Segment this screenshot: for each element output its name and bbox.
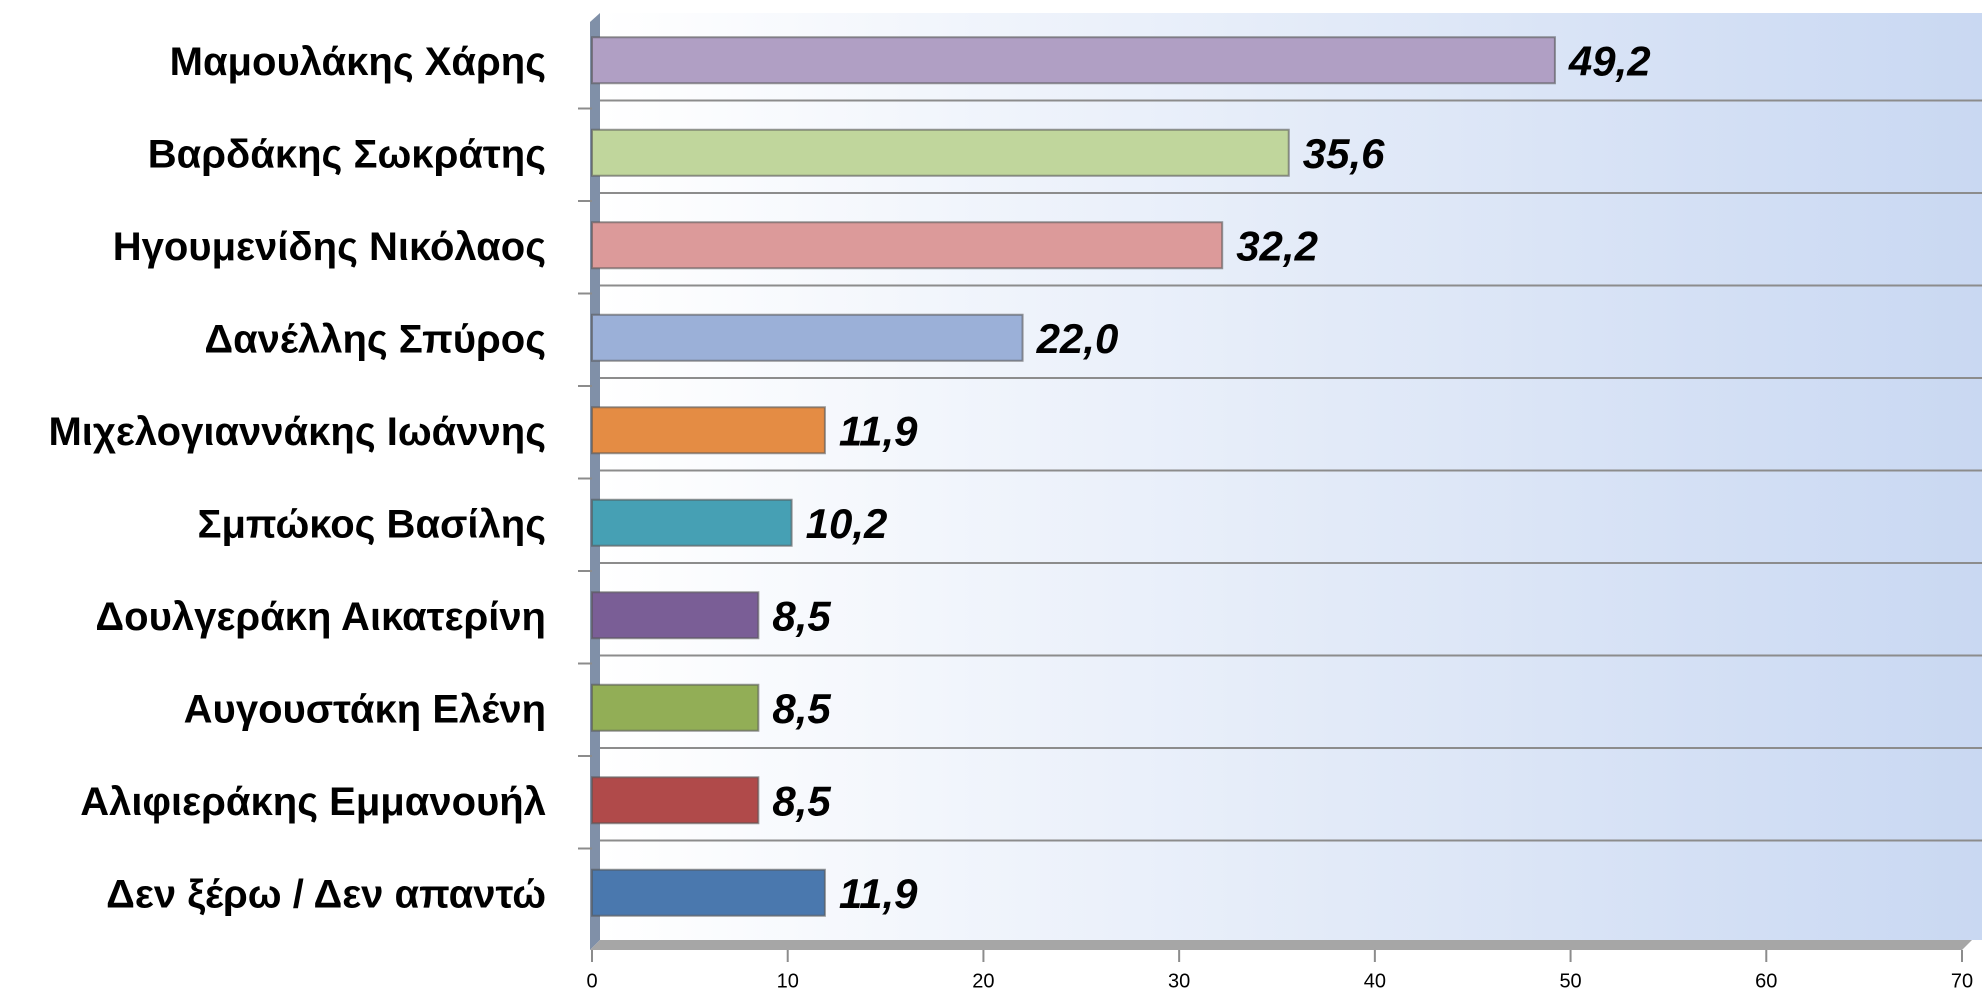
category-label: Δανέλλης Σπύρος: [204, 317, 546, 361]
bar: [591, 36, 1556, 85]
category-label: Ηγουμενίδης Νικόλαος: [113, 225, 546, 269]
x-tick-label: 20: [972, 970, 994, 992]
x-tick-label: 10: [777, 970, 799, 992]
category-label: Αλιφιεράκης Εμμανουήλ: [80, 780, 546, 824]
bar: [591, 683, 760, 732]
category-label: Δεν ξέρω / Δεν απαντώ: [106, 872, 546, 916]
category-label: Δουλγεράκη Αικατερίνη: [95, 595, 546, 639]
category-label: Αυγουστάκη Ελένη: [184, 687, 546, 731]
floor: [590, 940, 1972, 950]
bar: [591, 406, 826, 455]
bar: [591, 776, 760, 825]
category-label: Μιχελογιαννάκης Ιωάννης: [48, 410, 546, 454]
value-label: 11,9: [839, 407, 918, 454]
x-tick-label: 40: [1364, 970, 1386, 992]
value-label: 32,2: [1236, 222, 1318, 269]
category-label: Μαμουλάκης Χάρης: [170, 40, 546, 84]
value-label: 35,6: [1303, 130, 1385, 177]
value-label: 22,0: [1036, 315, 1119, 362]
value-label: 8,5: [772, 777, 831, 824]
value-label: 11,9: [839, 870, 918, 917]
bar: [591, 498, 793, 547]
x-tick-label: 70: [1951, 970, 1973, 992]
value-label: 8,5: [772, 592, 831, 639]
x-tick-label: 0: [586, 970, 597, 992]
bar: [591, 128, 1290, 177]
bar: [591, 221, 1224, 270]
x-tick-label: 60: [1755, 970, 1777, 992]
bar: [591, 313, 1024, 362]
bar: [591, 868, 826, 917]
value-label: 10,2: [806, 500, 888, 547]
category-label: Σμπώκος Βασίλης: [197, 502, 546, 546]
x-tick-label: 30: [1168, 970, 1190, 992]
x-tick-label: 50: [1559, 970, 1581, 992]
value-label: 49,2: [1568, 37, 1651, 84]
bar: [591, 591, 760, 640]
category-label: Βαρδάκης Σωκράτης: [148, 132, 546, 176]
value-label: 8,5: [772, 685, 831, 732]
